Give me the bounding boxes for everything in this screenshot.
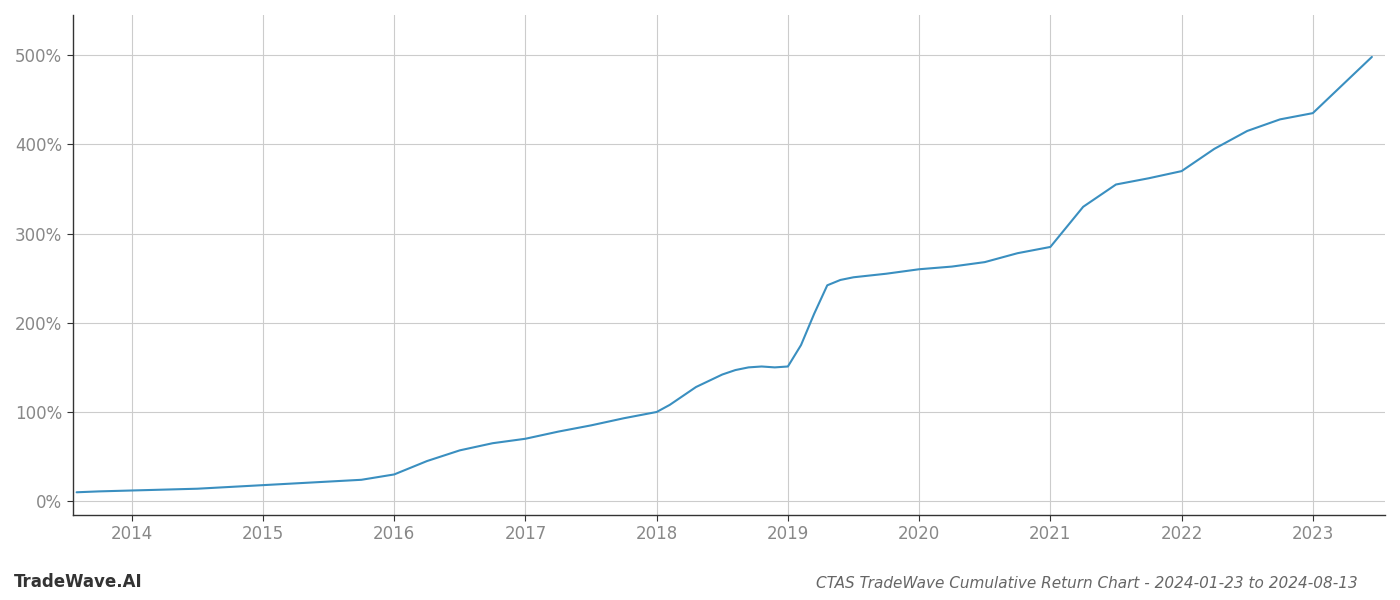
Text: CTAS TradeWave Cumulative Return Chart - 2024-01-23 to 2024-08-13: CTAS TradeWave Cumulative Return Chart -… <box>816 576 1358 591</box>
Text: TradeWave.AI: TradeWave.AI <box>14 573 143 591</box>
